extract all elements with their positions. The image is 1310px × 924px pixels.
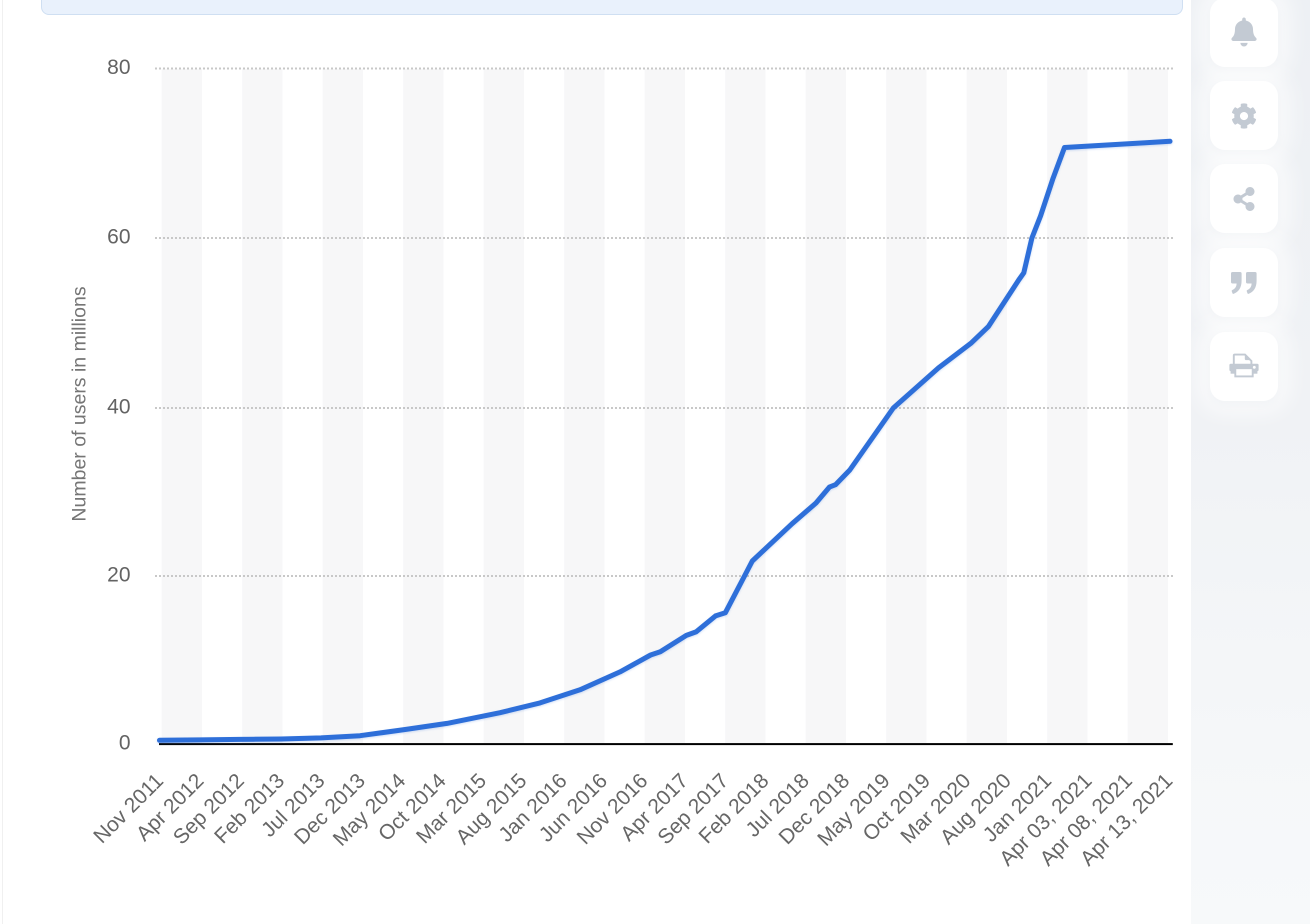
svg-text:0: 0 xyxy=(119,732,131,755)
svg-text:20: 20 xyxy=(107,564,130,587)
svg-text:60: 60 xyxy=(107,226,130,249)
svg-text:40: 40 xyxy=(107,396,130,419)
svg-text:Number of users in millions: Number of users in millions xyxy=(69,286,91,521)
svg-text:80: 80 xyxy=(107,56,130,79)
